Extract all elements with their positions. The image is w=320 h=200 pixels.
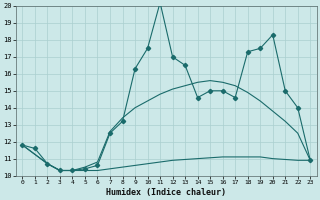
X-axis label: Humidex (Indice chaleur): Humidex (Indice chaleur)	[106, 188, 226, 197]
